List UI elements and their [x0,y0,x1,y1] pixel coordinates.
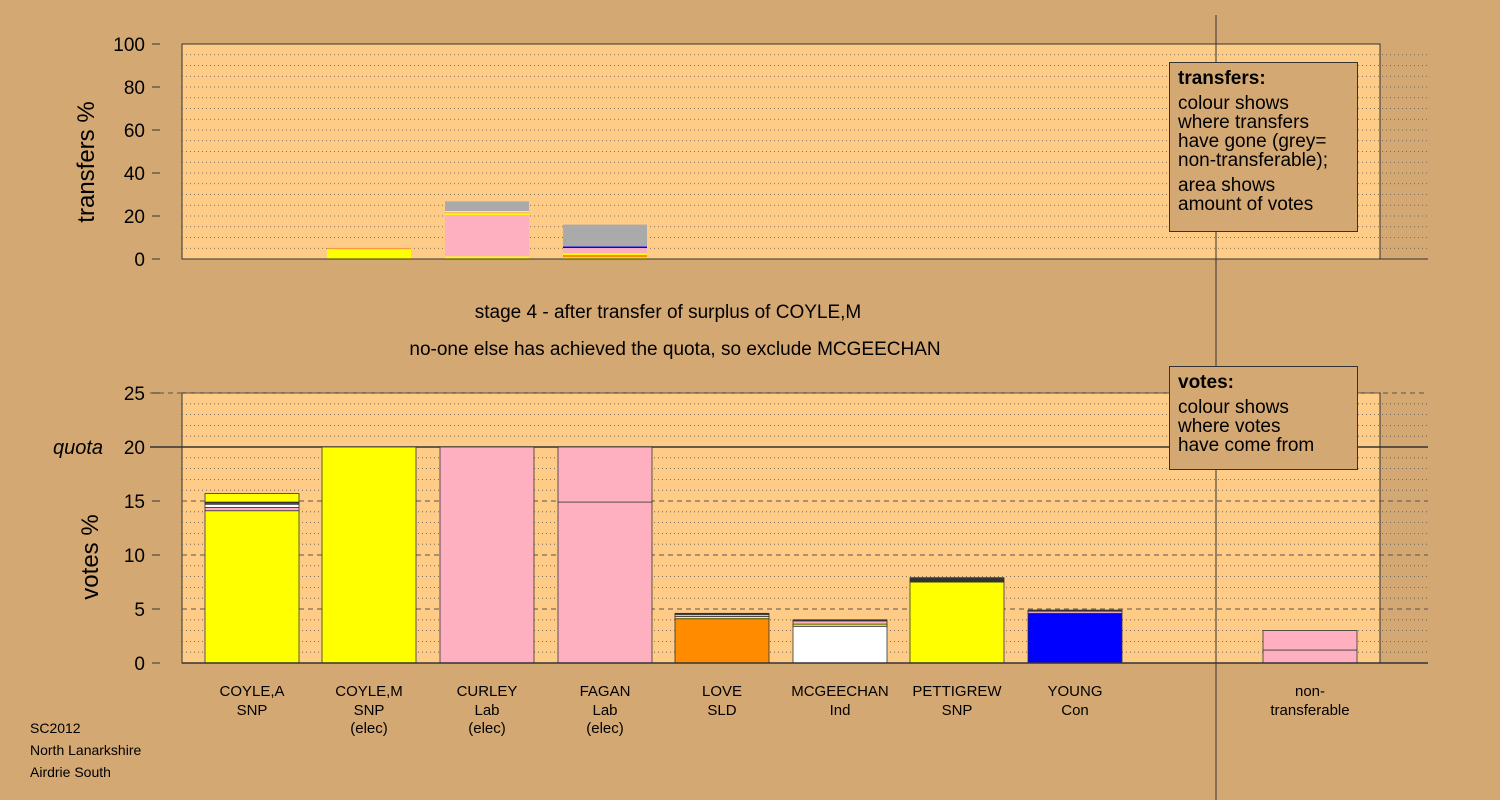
votes-legend-line: where votes [1178,416,1281,437]
transfers-legend-line: colour shows [1178,93,1289,114]
transfers-bars [327,201,647,259]
footer-line-2: North Lanarkshire [30,742,142,758]
transfers-axis-title: transfers % [73,101,100,222]
candidate-name: YOUNG [1047,683,1102,700]
candidate-party: SNP [942,702,973,719]
transfer-segment [445,201,529,212]
footer-line-1: SC2012 [30,720,81,736]
votes-legend-line: colour shows [1178,397,1289,418]
vote-segment [792,625,888,664]
transfer-segment [563,257,647,259]
vote-segment [557,446,653,503]
vote-segment [204,493,300,503]
vote-segment [792,619,888,622]
candidate-name: COYLE,A [219,683,284,700]
votes-legend: votes: colour shows where votes have com… [1169,366,1358,470]
candidate-status: (elec) [586,720,624,737]
candidate-name: COYLE,M [335,683,403,700]
vote-segment [1027,612,1123,664]
transfer-segment [445,214,529,257]
votes-bars [204,446,1358,664]
vote-segment [674,612,770,615]
candidate-name: FAGAN [580,683,631,700]
transfer-segment [563,248,647,254]
transfer-segment [445,213,529,215]
votes-tick-label: 0 [134,654,145,675]
candidate-name: CURLEY [457,683,518,700]
transfers-legend-line: where transfers [1178,112,1309,133]
vote-segment [204,503,300,508]
transfer-segment [563,253,647,255]
candidate-name: LOVE [702,683,742,700]
transfer-segment [327,249,411,259]
stage-text: stage 4 - after transfer of surplus of C… [475,302,862,323]
transfer-segment [445,212,529,214]
candidate-status: (elec) [350,720,388,737]
vote-segment [909,577,1005,581]
transfer-segment [563,254,647,258]
vote-segment [439,446,535,664]
axes [152,43,1428,664]
vote-segment [674,618,770,664]
vote-segment [1262,630,1358,651]
transfers-legend-title: transfers: [1178,68,1266,89]
vote-segment [909,581,1005,664]
transfers-tick-label: 80 [124,78,145,99]
transfers-legend-line: amount of votes [1178,194,1314,215]
vote-segment [1027,609,1123,612]
transfers-legend-line: have gone (grey= [1178,131,1327,152]
decision-text: no-one else has achieved the quota, so e… [409,339,940,360]
transfers-legend-line: non-transferable); [1178,150,1328,171]
transfers-tick-label: 100 [113,35,145,56]
vote-segment [792,620,888,625]
quota-label: quota [53,437,103,459]
candidate-party: SNP [237,702,268,719]
transfers-tick-label: 60 [124,121,145,142]
votes-tick-label: 20 [124,438,145,459]
vote-segment [204,510,300,664]
vote-segment [204,507,300,512]
candidate-party: Con [1061,702,1089,719]
transfer-segment [327,248,411,249]
candidate-party: transferable [1270,702,1349,719]
candidate-name: PETTIGREW [912,683,1002,700]
transfers-legend-line: area shows [1178,175,1276,196]
transfers-tick-label: 40 [124,164,145,185]
transfer-segment [445,211,529,213]
vote-segment [557,501,653,664]
vote-segment [1262,649,1358,664]
votes-tick-label: 10 [124,546,145,567]
votes-legend-title: votes: [1178,372,1234,393]
candidate-name: MCGEECHAN [791,683,889,700]
votes-tick-label: 25 [124,384,145,405]
transfer-segment [563,246,647,249]
transfer-segment [445,256,529,259]
candidate-name: non- [1295,683,1325,700]
transfer-segment [563,224,647,247]
axis-labels: 0 20 40 60 80 100 transfers % 0 5 10 15 20 25 quota vo… [53,35,1350,737]
candidate-party: Lab [592,702,617,719]
footer-line-3: Airdrie South [30,764,111,780]
candidate-status: (elec) [468,720,506,737]
candidate-party: SNP [354,702,385,719]
votes-tick-label: 5 [134,600,145,621]
votes-legend-line: have come from [1178,435,1315,456]
vote-segment [321,446,417,664]
transfers-legend: transfers: colour shows where transfers … [1169,62,1358,232]
votes-tick-label: 15 [124,492,145,513]
transfer-segment [327,248,411,250]
transfers-tick-label: 0 [134,250,145,271]
votes-axis-title: votes % [77,514,104,599]
candidate-party: Ind [830,702,851,719]
candidate-party: Lab [474,702,499,719]
candidate-party: SLD [707,702,736,719]
transfers-tick-label: 20 [124,207,145,228]
